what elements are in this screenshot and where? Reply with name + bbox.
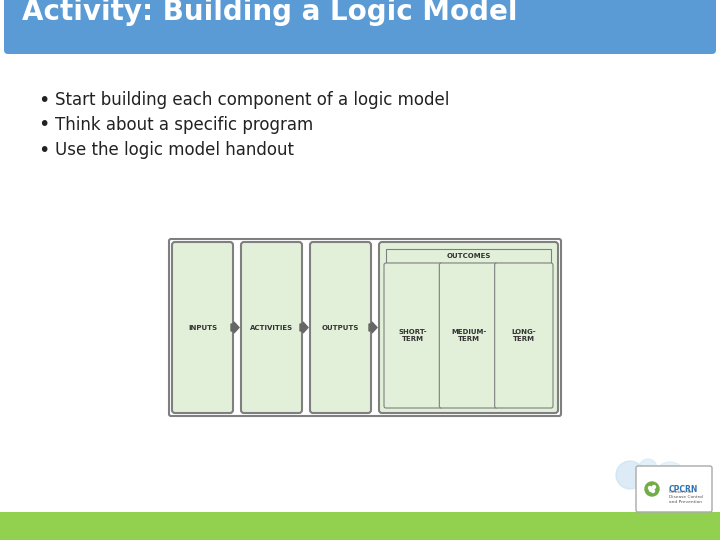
Circle shape: [652, 485, 655, 489]
Text: MEDIUM-
TERM: MEDIUM- TERM: [451, 329, 486, 342]
Circle shape: [645, 482, 659, 496]
FancyBboxPatch shape: [4, 0, 716, 54]
Text: CPCRN: CPCRN: [669, 484, 698, 494]
Text: ACTIVITIES: ACTIVITIES: [250, 325, 293, 330]
FancyBboxPatch shape: [495, 263, 553, 408]
Circle shape: [644, 479, 666, 501]
Text: SHORT-
TERM: SHORT- TERM: [399, 329, 428, 342]
FancyArrow shape: [300, 322, 308, 333]
Text: LONG-
TERM: LONG- TERM: [511, 329, 536, 342]
FancyBboxPatch shape: [379, 242, 558, 413]
FancyBboxPatch shape: [172, 242, 233, 413]
Circle shape: [616, 461, 644, 489]
Circle shape: [652, 489, 654, 492]
Text: •: •: [38, 140, 50, 159]
FancyBboxPatch shape: [384, 263, 442, 408]
Circle shape: [649, 489, 652, 491]
FancyBboxPatch shape: [439, 263, 498, 408]
FancyBboxPatch shape: [636, 466, 712, 512]
FancyBboxPatch shape: [241, 242, 302, 413]
FancyBboxPatch shape: [310, 242, 371, 413]
Circle shape: [649, 487, 652, 489]
Text: OUTCOMES: OUTCOMES: [446, 253, 491, 259]
Circle shape: [639, 459, 657, 477]
FancyBboxPatch shape: [169, 239, 561, 416]
Text: Centers for
Disease Control
and Prevention: Centers for Disease Control and Preventi…: [669, 490, 703, 504]
Text: Use the logic model handout: Use the logic model handout: [55, 141, 294, 159]
FancyArrow shape: [369, 322, 377, 333]
Bar: [0, 512, 720, 540]
Bar: [386, 249, 551, 263]
Text: Think about a specific program: Think about a specific program: [55, 116, 313, 134]
Text: Activity: Building a Logic Model: Activity: Building a Logic Model: [22, 0, 518, 26]
FancyArrow shape: [231, 322, 239, 333]
Circle shape: [654, 462, 686, 494]
Text: OUTPUTS: OUTPUTS: [322, 325, 359, 330]
Text: •: •: [38, 91, 50, 110]
Text: INPUTS: INPUTS: [188, 325, 217, 330]
Text: Start building each component of a logic model: Start building each component of a logic…: [55, 91, 449, 109]
Text: •: •: [38, 116, 50, 134]
